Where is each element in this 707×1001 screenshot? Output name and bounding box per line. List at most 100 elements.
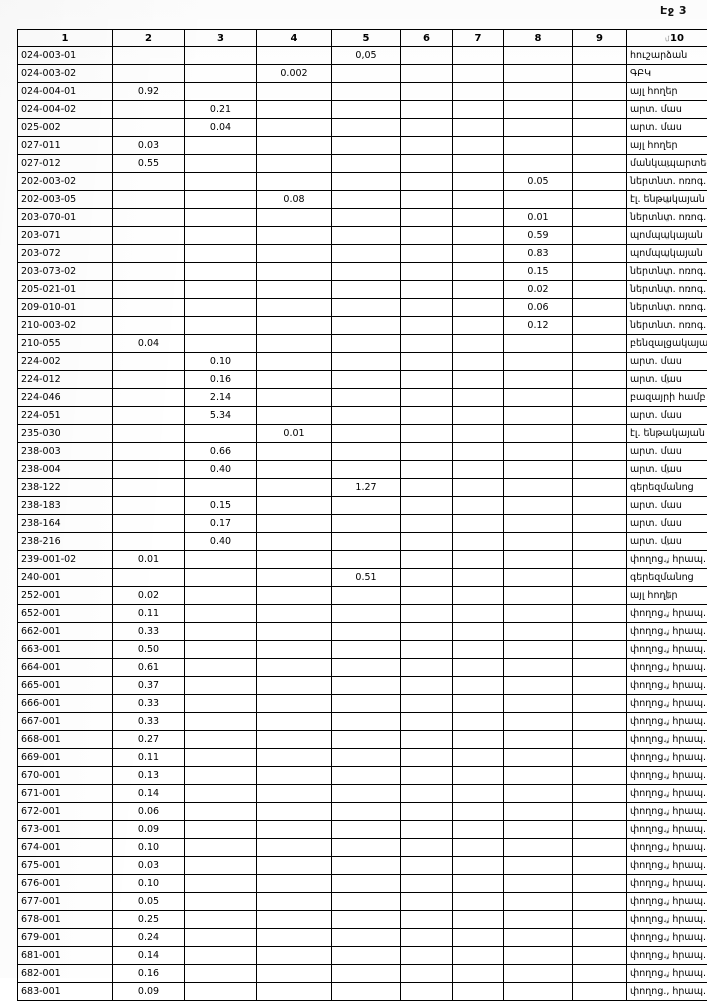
- cell-value-col-3: 0.15: [185, 497, 257, 515]
- cell-value-col-6: [401, 245, 453, 263]
- cell-value-col-5: [332, 713, 401, 731]
- column-header-4: 4: [257, 30, 332, 47]
- cell-value-col-9: [573, 335, 627, 353]
- cell-value-col-6: [401, 353, 453, 371]
- cell-value-col-8: [504, 641, 573, 659]
- cell-value-col-5: [332, 227, 401, 245]
- cell-parcel-code: 238-164: [18, 515, 113, 533]
- cell-value-col-9: [573, 425, 627, 443]
- cell-value-col-7: [453, 281, 504, 299]
- cell-value-col-4: [257, 641, 332, 659]
- cell-parcel-code: 203-073-02: [18, 263, 113, 281]
- cell-value-col-2: [113, 119, 185, 137]
- cell-value-col-4: [257, 551, 332, 569]
- cell-value-col-8: [504, 965, 573, 983]
- cell-value-col-2: [113, 173, 185, 191]
- cell-value-col-9: [573, 677, 627, 695]
- cell-value-col-3: [185, 335, 257, 353]
- cell-parcel-code: 671-001: [18, 785, 113, 803]
- cell-value-col-8: [504, 83, 573, 101]
- cell-value-col-3: [185, 569, 257, 587]
- cell-value-col-9: [573, 443, 627, 461]
- cell-value-col-3: [185, 785, 257, 803]
- cell-value-col-4: [257, 929, 332, 947]
- cell-value-col-8: [504, 785, 573, 803]
- cell-value-col-9: [573, 839, 627, 857]
- cell-parcel-code: 210-003-02: [18, 317, 113, 335]
- cell-value-col-3: [185, 659, 257, 677]
- cell-value-col-8: [504, 335, 573, 353]
- cell-value-col-2: [113, 65, 185, 83]
- cell-parcel-code: 238-183: [18, 497, 113, 515]
- cell-value-col-9: [573, 965, 627, 983]
- cell-value-col-9: [573, 281, 627, 299]
- cell-value-col-2: 0.01: [113, 551, 185, 569]
- cell-value-col-4: [257, 749, 332, 767]
- cell-value-col-6: [401, 569, 453, 587]
- cell-value-col-7: [453, 821, 504, 839]
- cell-value-col-8: [504, 479, 573, 497]
- cell-value-col-3: [185, 749, 257, 767]
- cell-value-col-7: [453, 767, 504, 785]
- cell-value-col-2: [113, 443, 185, 461]
- cell-value-col-4: [257, 857, 332, 875]
- cell-value-col-5: [332, 155, 401, 173]
- cell-value-col-2: 0.03: [113, 857, 185, 875]
- cell-parcel-code: 252-001: [18, 587, 113, 605]
- cell-parcel-code: 669-001: [18, 749, 113, 767]
- cell-value-col-9: [573, 317, 627, 335]
- cell-value-col-3: [185, 947, 257, 965]
- cell-value-col-4: [257, 461, 332, 479]
- cell-value-col-4: [257, 119, 332, 137]
- cell-value-col-3: [185, 893, 257, 911]
- cell-value-col-8: [504, 767, 573, 785]
- cell-value-col-3: 0.04: [185, 119, 257, 137]
- cell-value-col-3: [185, 299, 257, 317]
- cell-value-col-4: [257, 137, 332, 155]
- cell-value-col-8: [504, 821, 573, 839]
- cell-value-col-4: [257, 911, 332, 929]
- cell-value-col-3: [185, 605, 257, 623]
- cell-value-col-7: [453, 407, 504, 425]
- cell-value-col-3: 5.34: [185, 407, 257, 425]
- cell-value-col-3: [185, 173, 257, 191]
- cell-parcel-code: 024-004-02: [18, 101, 113, 119]
- cell-value-col-4: [257, 587, 332, 605]
- cell-value-col-4: [257, 299, 332, 317]
- cell-value-col-3: [185, 47, 257, 65]
- cell-value-col-9: [573, 713, 627, 731]
- cell-value-col-6: [401, 911, 453, 929]
- cell-value-col-7: [453, 47, 504, 65]
- cell-parcel-code: 024-003-01: [18, 47, 113, 65]
- cell-value-col-7: [453, 335, 504, 353]
- cell-value-col-2: 0.02: [113, 587, 185, 605]
- cell-parcel-code: 238-003: [18, 443, 113, 461]
- cell-value-col-5: [332, 83, 401, 101]
- cell-value-col-3: [185, 479, 257, 497]
- cell-value-col-3: [185, 317, 257, 335]
- cell-value-col-2: 0.06: [113, 803, 185, 821]
- cell-value-col-7: [453, 605, 504, 623]
- cell-value-col-8: [504, 389, 573, 407]
- cell-value-col-2: 0.27: [113, 731, 185, 749]
- cell-value-col-9: [573, 911, 627, 929]
- cell-value-col-7: [453, 965, 504, 983]
- cell-value-col-7: [453, 929, 504, 947]
- cell-value-col-9: [573, 659, 627, 677]
- cell-value-col-2: 0.09: [113, 983, 185, 1001]
- cell-value-col-6: [401, 767, 453, 785]
- cell-value-col-6: [401, 407, 453, 425]
- cell-value-col-3: [185, 245, 257, 263]
- cell-value-col-8: [504, 893, 573, 911]
- cell-value-col-2: 0.16: [113, 965, 185, 983]
- cell-parcel-code: 202-003-02: [18, 173, 113, 191]
